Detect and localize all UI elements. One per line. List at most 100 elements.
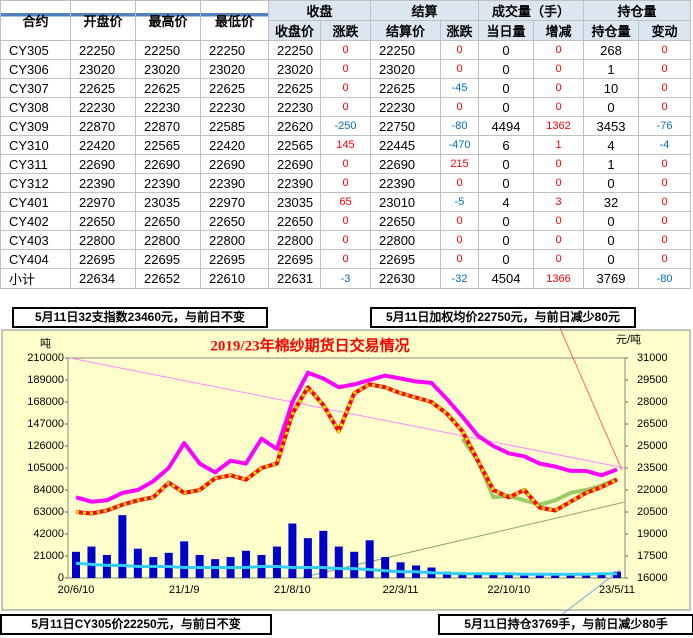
table-cell: 268 [583,40,639,60]
table-cell: 0 [478,78,534,98]
bar [535,574,544,578]
y2-tick-label: 19000 [637,528,668,540]
table-cell: 22650 [370,211,441,231]
table-cell: 22870 [70,116,136,136]
bar [303,538,312,578]
x-tick-label: 21/1/9 [169,584,200,596]
table-cell: 23020 [135,59,201,79]
table-cell: 1 [583,154,639,174]
table-cell: CY311 [0,154,71,174]
table-cell: 22625 [200,78,269,98]
table-cell: 0 [638,249,691,269]
table-cell: 22631 [268,268,321,289]
note: 5月11日加权均价22750元，与前日减少80元 [370,307,636,328]
y-tick-label: 84000 [33,484,64,496]
table-cell: 22970 [70,192,136,212]
table-cell: 10 [583,78,639,98]
table-cell: 0 [583,173,639,193]
table-cell: CY401 [0,192,71,212]
table-row: CY310 22420 22565 22420 22565 145 22445 -470 6 1 4… [0,135,691,155]
header-cell: 涨跌 [440,20,479,41]
y2-tick-label: 28000 [637,396,668,408]
y2-tick-label: 29500 [637,374,668,386]
header-cell: 当日量 [478,20,534,41]
table-cell: 22250 [268,40,321,60]
data-table: 合约 开盘价 最高价 最低价 收盘 结算 成交量（手） 持仓量 收盘价 涨跌 结算价 涨跌 当日量 增减持… [0,0,691,289]
table-cell: 0 [638,154,691,174]
bar [597,574,606,578]
table-cell: 22695 [268,249,321,269]
table-cell: 1 [583,59,639,79]
table-cell: 22800 [135,230,201,250]
table-cell: 22634 [70,268,136,289]
bar [334,546,343,578]
table-cell: 22390 [370,173,441,193]
table-cell: 0 [533,40,584,60]
table-cell: 22800 [70,230,136,250]
table-cell: 22565 [135,135,201,155]
table-cell: -3 [320,268,371,289]
table-cell: 22695 [200,249,269,269]
table-cell: 0 [533,59,584,79]
header-cell: 增减 [533,20,584,41]
table-cell: 22650 [268,211,321,231]
table-cell: CY309 [0,116,71,136]
table-row: CY307 22625 22625 22625 22625 0 22625 -45 0 0 10 0 [0,78,691,98]
header-cell: 结算 [370,0,479,21]
table-cell: 0 [638,173,691,193]
table-cell: 0 [533,173,584,193]
table-cell: -5 [440,192,479,212]
bar [350,551,359,578]
header-cell: 成交量（手） [478,0,584,21]
y2-tick-label: 17500 [637,550,668,562]
table-row: CY403 22800 22800 22800 22800 0 22800 0 0 0 0 0 [0,230,691,250]
table-cell: 22610 [200,268,269,289]
table-row: CY305 22250 22250 22250 22250 0 22250 0 0 0 268 0 [0,40,691,60]
table-cell: 22420 [200,135,269,155]
table-cell: 22695 [70,249,136,269]
table-cell: 22250 [135,40,201,60]
line-highlight [75,382,618,516]
table-row: CY402 22650 22650 22650 22650 0 22650 0 0 0 0 0 [0,211,691,231]
table-cell: 4494 [478,116,534,136]
y2-tick-label: 22000 [637,484,668,496]
y2-axis-label: 元/吨 [616,333,641,346]
line [75,370,618,504]
table-cell: 22230 [370,97,441,117]
header-row: 合约 开盘价 最高价 最低价 收盘 结算 成交量（手） 持仓量 [0,0,691,41]
y-tick-label: 189000 [27,374,64,386]
table-row: CY401 22970 23035 22970 23035 65 23010 -5 4 3 32 0 [0,192,691,212]
header-cell: 合约 [0,0,71,41]
y2-tick-label: 26500 [637,418,668,430]
table-cell: CY402 [0,211,71,231]
bar [489,573,498,578]
table-cell: 22695 [370,249,441,269]
header-cell: 最高价 [135,0,201,41]
table-cell: 22800 [200,230,269,250]
y-tick-label: 210000 [27,352,64,364]
table-cell: 22420 [70,135,136,155]
table-cell: 0 [478,173,534,193]
bar [72,551,80,578]
table-cell: 1362 [533,116,584,136]
table-cell: 0 [320,40,371,60]
table-cell: 23020 [268,59,321,79]
table-cell: 22690 [70,154,136,174]
y-tick-label: 21000 [33,550,64,562]
table-cell: CY306 [0,59,71,79]
table-cell: 22250 [370,40,441,60]
table-cell: 0 [533,230,584,250]
table-cell: 0 [638,78,691,98]
table-cell: 0 [320,249,371,269]
note: 5月11日持仓3769手，与前日减少80手 [438,614,693,635]
header-cell: 收盘价 [268,20,321,41]
table-cell: 0 [638,59,691,79]
table-cell: 4 [478,192,534,212]
x-tick-label: 22/3/11 [383,584,419,596]
y-tick-label: 0 [58,572,64,584]
table-cell: 0 [440,230,479,250]
header-cell: 涨跌 [320,20,371,41]
bar [272,546,281,578]
